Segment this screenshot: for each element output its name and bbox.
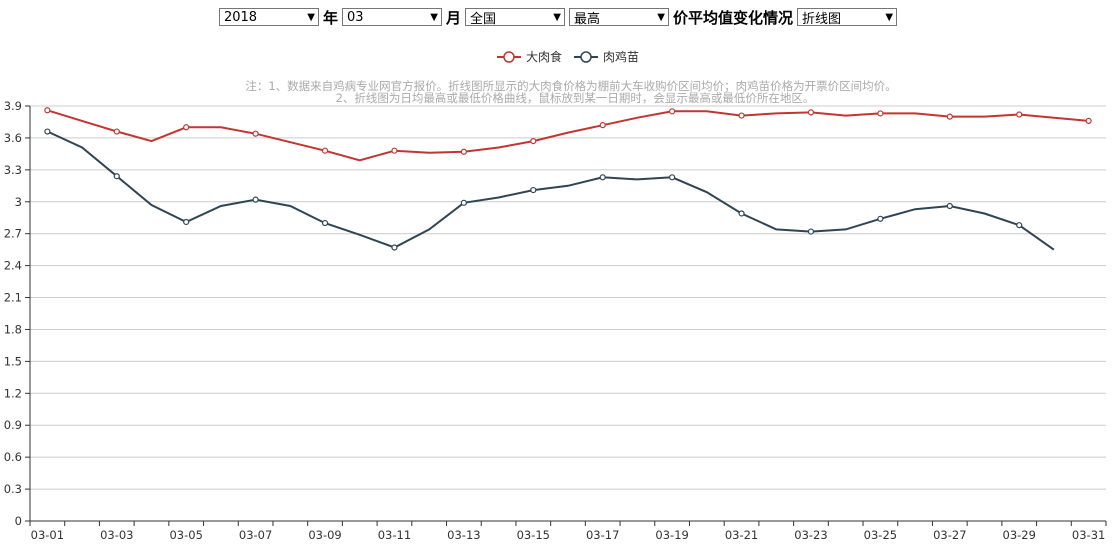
series-line-2 <box>46 130 1055 251</box>
legend-item-series2[interactable]: 肉鸡苗 <box>574 49 639 64</box>
data-point-series1[interactable] <box>113 128 120 135</box>
data-point-series1[interactable] <box>321 147 329 154</box>
y-tick-label: 1.8 <box>4 322 22 336</box>
data-point-series2[interactable] <box>183 218 190 226</box>
data-point-series1[interactable] <box>669 108 676 115</box>
x-tick-label: 03-21 <box>725 528 758 542</box>
data-point-series1[interactable] <box>460 148 467 155</box>
data-point-series1[interactable] <box>44 107 51 114</box>
chart-type-select-value: 折线图 <box>802 11 842 27</box>
y-tick-label: 3.9 <box>4 99 22 113</box>
x-tick-label: 03-07 <box>239 528 272 542</box>
data-point-series1[interactable] <box>530 138 537 145</box>
y-tick-label: 0.9 <box>4 418 22 432</box>
data-point-series1[interactable] <box>877 110 884 117</box>
x-tick-label: 03-09 <box>308 528 341 542</box>
x-tick-label: 03-03 <box>100 528 133 542</box>
x-tick-label: 03-19 <box>655 528 688 542</box>
data-point-series2[interactable] <box>460 199 467 206</box>
data-point-series2[interactable] <box>807 228 815 235</box>
chevron-down-icon: ▼ <box>885 11 894 23</box>
legend-marker-series1 <box>503 51 515 63</box>
chevron-down-icon: ▼ <box>657 11 665 23</box>
legend-marker-series2 <box>580 51 592 63</box>
legend: 大肉食 肉鸡苗 <box>497 49 639 64</box>
chevron-down-icon: ▼ <box>307 11 315 23</box>
chevron-down-icon: ▼ <box>553 11 561 23</box>
chart-heading: 价平均值变化情况 <box>673 8 794 27</box>
chart-type-select[interactable]: 折线图 ▼ <box>797 8 898 27</box>
y-tick-label: 1.2 <box>4 386 22 400</box>
data-point-series1[interactable] <box>599 122 606 129</box>
x-tick-label: 03-17 <box>586 528 619 542</box>
data-point-series2[interactable] <box>738 210 745 217</box>
data-point-series1[interactable] <box>946 113 953 120</box>
x-tick-label: 03-11 <box>378 528 411 542</box>
series-line-1 <box>47 109 1089 162</box>
data-point-series2[interactable] <box>1016 222 1023 229</box>
metric-select-value: 最高 <box>574 11 601 27</box>
data-point-series2[interactable] <box>599 174 606 181</box>
x-axis: 03-01 03-03 03-05 03-07 03-09 03-11 03-13 03-15… <box>29 520 1107 542</box>
data-point-series2[interactable] <box>530 186 537 194</box>
y-tick-label: 0.6 <box>4 450 22 464</box>
series-layer <box>44 107 1092 251</box>
data-point-series1[interactable] <box>807 109 815 116</box>
y-tick-label: 2.7 <box>4 227 22 241</box>
legend-label-series1: 大肉食 <box>526 49 562 64</box>
data-point-series1[interactable] <box>391 147 398 154</box>
filter-bar: 2018 ▼ 年 03 ▼ 月 全国 ▼ 最高 ▼ 价平均值变化情况 折线图 ▼ <box>0 6 1116 28</box>
month-label: 月 <box>445 8 461 27</box>
data-point-series2[interactable] <box>946 202 953 210</box>
data-point-series2[interactable] <box>252 196 259 203</box>
legend-label-series2: 肉鸡苗 <box>603 49 639 64</box>
y-tick-label: 1.5 <box>4 354 22 368</box>
legend-item-series1[interactable]: 大肉食 <box>497 49 562 64</box>
chevron-down-icon: ▼ <box>430 11 438 23</box>
x-tick-label: 03-23 <box>794 528 827 542</box>
x-tick-label: 03-13 <box>447 528 480 542</box>
y-axis: 0 0.3 0.6 0.9 1.2 1.5 1.8 2.1 2.4 2.7 3 3.3 3.6 3.9 <box>4 99 31 528</box>
region-select-value: 全国 <box>470 11 497 27</box>
y-tick-label: 3.6 <box>4 131 22 145</box>
chart-note-2: 2、折线图为日均最高或最低价格曲线，鼠标放到某一日期时，会显示最高或最低价所在地… <box>336 91 815 105</box>
year-select[interactable]: 2018 ▼ <box>218 8 319 26</box>
x-tick-label: 03-29 <box>1003 528 1036 542</box>
data-point-series2[interactable] <box>321 219 329 227</box>
y-tick-label: 2.1 <box>4 291 22 305</box>
year-select-value: 2018 <box>223 9 258 25</box>
data-point-series2[interactable] <box>113 173 120 180</box>
y-tick-label: 2.4 <box>4 259 22 273</box>
x-tick-label: 03-05 <box>169 528 202 542</box>
data-point-series1[interactable] <box>1016 111 1023 118</box>
x-tick-label: 03-27 <box>933 528 966 542</box>
y-tick-label: 0.3 <box>4 482 22 496</box>
region-select[interactable]: 全国 ▼ <box>465 8 565 27</box>
metric-select[interactable]: 最高 ▼ <box>569 8 669 27</box>
y-tick-label: 3.3 <box>4 163 22 177</box>
grid-lines <box>30 105 1106 490</box>
data-point-series2[interactable] <box>877 215 884 222</box>
month-select[interactable]: 03 ▼ <box>341 8 442 26</box>
data-point-series1[interactable] <box>183 124 190 131</box>
chart-note-1: 注：1、数据来自鸡病专业网官方报价。折线图所显示的大肉食价格为棚前大车收购价区间… <box>245 79 896 93</box>
data-point-series2[interactable] <box>669 174 676 181</box>
data-point-series1[interactable] <box>1085 117 1092 124</box>
month-select-value: 03 <box>346 9 364 25</box>
y-tick-label: 3 <box>15 195 22 209</box>
x-tick-label: 03-15 <box>517 528 550 542</box>
x-tick-label: 03-01 <box>31 528 64 542</box>
data-point-series1[interactable] <box>252 130 259 137</box>
x-tick-label: 03-31 <box>1072 528 1105 542</box>
data-point-series2[interactable] <box>44 128 51 135</box>
y-tick-label: 0 <box>15 514 22 528</box>
year-label: 年 <box>322 8 338 27</box>
data-point-series1[interactable] <box>738 112 745 119</box>
data-point-series2[interactable] <box>391 244 398 251</box>
x-tick-label: 03-25 <box>864 528 897 542</box>
